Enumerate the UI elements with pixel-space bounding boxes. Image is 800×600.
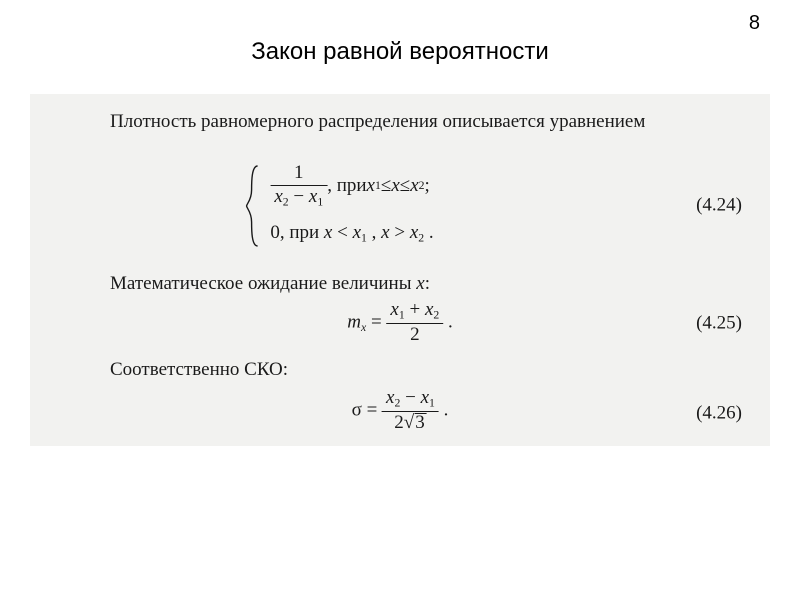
intro-paragraph: Плотность равномерного распределения опи… <box>82 110 750 135</box>
equation-number: (4.26) <box>696 402 742 427</box>
piecewise-case-1: 1 x2 − x1 , при x1 ≤ x ≤ x2 ; <box>270 164 429 208</box>
square-root: √3 <box>404 413 427 434</box>
fraction-numerator: x1 + x2 <box>386 300 443 324</box>
fraction: x1 + x2 2 <box>386 300 443 346</box>
intro-text: Плотность равномерного распределения опи… <box>110 111 645 132</box>
fraction: 1 x2 − x1 <box>270 163 327 209</box>
equation-4-26: σ = x2 − x1 2√3 . (4.26) <box>30 388 770 440</box>
fraction-denominator: 2√3 <box>382 412 439 434</box>
slide-title: Закон равной вероятности <box>0 38 800 66</box>
fraction: x2 − x1 2√3 <box>382 388 439 434</box>
scanned-text-block: Плотность равномерного распределения опи… <box>30 94 770 446</box>
equation-4-24: 1 x2 − x1 , при x1 ≤ x ≤ x2 ; <box>30 164 770 248</box>
equation-number: (4.24) <box>696 194 742 219</box>
equation-number: (4.25) <box>696 312 742 337</box>
piecewise-case-2: 0, при x < x1 , x > x2 . <box>270 221 433 246</box>
fraction-denominator: 2 <box>386 324 443 346</box>
fraction-numerator: 1 <box>270 163 327 186</box>
page-number: 8 <box>749 12 760 35</box>
fraction-denominator: x2 − x1 <box>270 186 327 209</box>
fraction-numerator: x2 − x1 <box>382 388 439 412</box>
equation-4-25: mx = x1 + x2 2 . (4.25) <box>30 300 770 348</box>
sko-paragraph: Соответственно СКО: <box>82 358 288 383</box>
expectation-paragraph: Математическое ожидание величины x: <box>82 272 430 297</box>
curly-brace-icon <box>246 164 262 248</box>
